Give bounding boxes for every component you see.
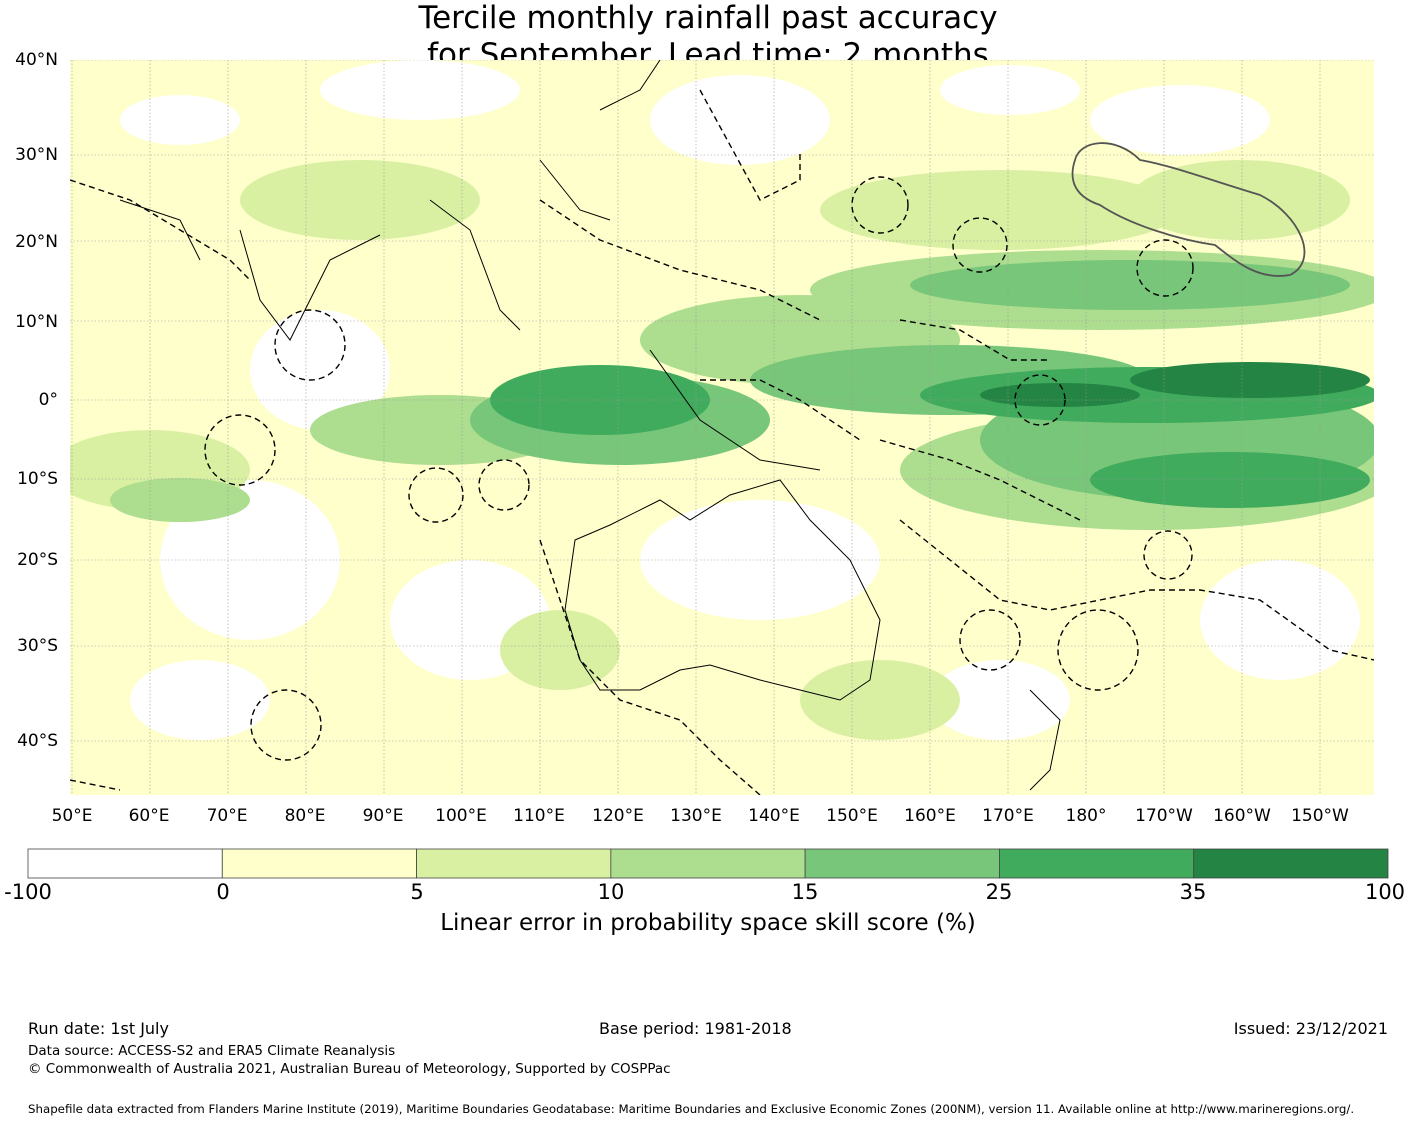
- lon-label: 150°W: [1291, 806, 1349, 826]
- highlight-eez-outline: [1071, 142, 1306, 277]
- eez-boundaries: [70, 89, 1374, 795]
- colorbar-label: Linear error in probability space skill …: [440, 910, 976, 936]
- colorbar-tick: 100: [1364, 880, 1406, 904]
- lon-label: 70°E: [206, 806, 248, 826]
- lat-label-20n: 20°N: [15, 232, 58, 252]
- colorbar-tick: 5: [410, 880, 424, 904]
- copyright: © Commonwealth of Australia 2021, Austra…: [28, 1061, 671, 1077]
- colorbar-tick: 0: [216, 880, 230, 904]
- lon-label: 140°E: [748, 806, 800, 826]
- lon-label: 90°E: [362, 806, 404, 826]
- shapefile-credit: Shapefile data extracted from Flanders M…: [28, 1102, 1355, 1116]
- run-date: Run date: 1st July: [28, 1019, 169, 1038]
- lat-label-40n: 40°N: [15, 50, 58, 70]
- lat-label-20s: 20°S: [17, 550, 58, 570]
- lat-label-40s: 40°S: [17, 731, 58, 751]
- colorbar-tick: 15: [791, 880, 819, 904]
- lat-label-10s: 10°S: [17, 469, 58, 489]
- lon-label: 110°E: [513, 806, 565, 826]
- colorbar-segment: [27, 848, 223, 879]
- lat-label-10n: 10°N: [15, 312, 58, 332]
- lon-label: 130°E: [670, 806, 722, 826]
- colorbar-segment: [1193, 848, 1389, 879]
- colorbar-tick: 10: [597, 880, 625, 904]
- lon-label: 170°E: [982, 806, 1034, 826]
- skill-field-white: [120, 60, 1360, 740]
- colorbar-tick: 35: [1179, 880, 1207, 904]
- map-title-line1: Tercile monthly rainfall past accuracy: [418, 0, 998, 36]
- lon-label: 50°E: [51, 806, 93, 826]
- issued-date: Issued: 23/12/2021: [1233, 1019, 1388, 1038]
- colorbar-segment: [804, 848, 1000, 879]
- colorbar-tick: 25: [985, 880, 1013, 904]
- skill-field-light-green: [70, 160, 1350, 740]
- lon-label: 80°E: [284, 806, 326, 826]
- lon-label: 120°E: [592, 806, 644, 826]
- lon-label: 60°E: [128, 806, 170, 826]
- colorbar-tick: -100: [4, 880, 52, 904]
- lat-label-0: 0°: [38, 390, 58, 410]
- colorbar-segment: [416, 848, 612, 879]
- map-gridlines: [70, 60, 1374, 795]
- lat-label-30s: 30°S: [17, 636, 58, 656]
- colorbar-segment: [610, 848, 806, 879]
- lon-label: 180°: [1065, 806, 1107, 826]
- lon-label: 170°W: [1135, 806, 1193, 826]
- lon-label: 150°E: [826, 806, 878, 826]
- lon-label: 100°E: [435, 806, 487, 826]
- lat-label-30n: 30°N: [15, 145, 58, 165]
- lon-label: 160°W: [1213, 806, 1271, 826]
- colorbar-segment: [221, 848, 417, 879]
- colorbar-segment: [999, 848, 1195, 879]
- colorbar: [27, 848, 1389, 879]
- base-period: Base period: 1981-2018: [599, 1019, 792, 1038]
- data-source: Data source: ACCESS-S2 and ERA5 Climate …: [28, 1043, 396, 1059]
- map-panel: [70, 60, 1374, 795]
- lon-label: 160°E: [904, 806, 956, 826]
- skill-field-darkest-green: [980, 362, 1370, 407]
